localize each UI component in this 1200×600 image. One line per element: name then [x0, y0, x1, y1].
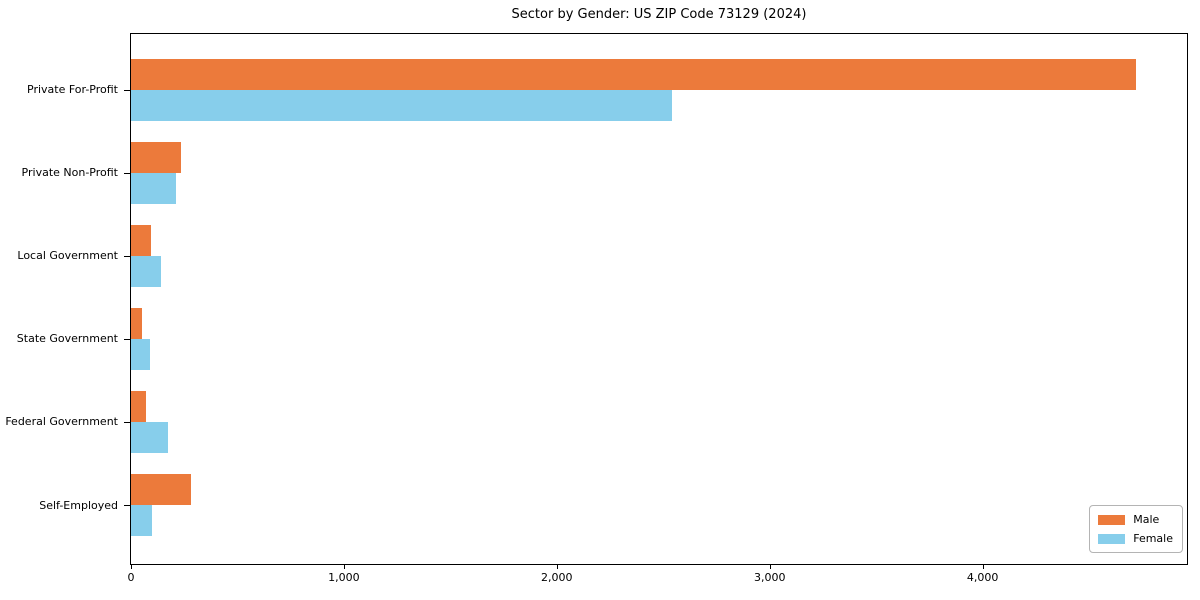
y-axis-tick — [124, 89, 130, 91]
bar-female — [131, 421, 169, 453]
legend-label: Female — [1133, 532, 1173, 545]
bar-male — [131, 58, 1136, 90]
legend-swatch-male-icon — [1098, 514, 1126, 525]
x-axis-tick — [343, 564, 345, 569]
y-axis-tick — [124, 505, 130, 506]
y-axis-category-label: Federal Government — [5, 415, 118, 429]
x-axis-tick — [131, 564, 132, 569]
bar-male — [131, 307, 142, 339]
x-axis-tick-label: 0 — [127, 571, 135, 584]
x-axis-tick-label: 2,000 — [541, 571, 573, 584]
bar-female — [131, 89, 672, 121]
bar-female — [131, 255, 161, 287]
chart-title: Sector by Gender: US ZIP Code 73129 (202… — [511, 7, 807, 22]
legend-item: Female — [1098, 532, 1173, 545]
legend: Male Female — [1089, 505, 1183, 553]
x-axis-tick-label: 4,000 — [966, 571, 999, 584]
y-axis-tick — [124, 172, 130, 174]
y-axis-tick — [124, 421, 130, 423]
x-axis-tick — [982, 564, 984, 569]
bar-female — [131, 505, 153, 536]
y-axis-category-label: State Government — [16, 332, 118, 346]
y-axis-category-label: Local Government — [17, 249, 118, 263]
y-axis-tick — [124, 338, 130, 340]
plot-area: Private For-Profit Private Non-Profit Loca… — [5, 33, 1188, 584]
bar-male — [131, 474, 191, 505]
x-axis-tick-label: 1,000 — [328, 571, 360, 584]
x-axis-tick — [556, 564, 558, 569]
y-axis-category-label: Private Non-Profit — [21, 166, 118, 180]
bar-male — [131, 141, 182, 173]
bar-male — [131, 390, 146, 422]
bar-female — [131, 172, 176, 204]
bar-male — [131, 224, 152, 256]
x-axis-tick — [769, 564, 771, 569]
y-axis-tick — [124, 255, 130, 257]
legend-swatch-female-icon — [1098, 533, 1126, 544]
y-axis-category-label: Self-Employed — [39, 498, 118, 512]
bar-female — [131, 338, 151, 370]
y-axis-category-label: Private For-Profit — [27, 83, 118, 96]
legend-label: Male — [1133, 513, 1160, 526]
x-axis-tick-label: 3,000 — [753, 571, 786, 584]
legend-item: Male — [1098, 513, 1173, 526]
